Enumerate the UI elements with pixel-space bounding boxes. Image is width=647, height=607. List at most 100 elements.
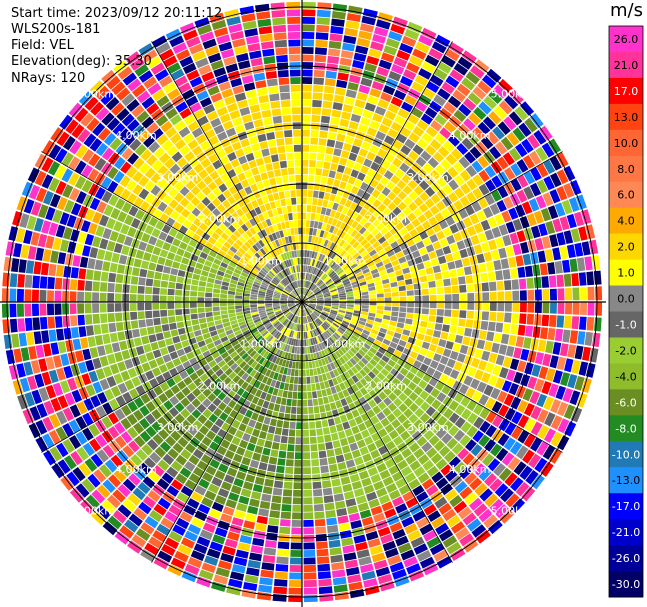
- velocity-gate: [255, 389, 263, 398]
- velocity-gate: [512, 243, 522, 256]
- velocity-gate: [303, 549, 316, 557]
- velocity-gate: [263, 278, 271, 284]
- velocity-gate: [302, 77, 313, 85]
- velocity-gate: [352, 312, 361, 317]
- velocity-gate: [275, 264, 282, 272]
- velocity-gate: [269, 337, 276, 344]
- velocity-gate: [269, 315, 276, 321]
- velocity-gate: [95, 85, 110, 100]
- velocity-gate: [318, 450, 327, 459]
- velocity-gate: [146, 56, 162, 69]
- velocity-gate: [366, 362, 375, 371]
- velocity-gate: [241, 416, 250, 425]
- velocity-gate: [489, 498, 504, 513]
- velocity-gate: [468, 112, 482, 126]
- velocity-gate: [534, 378, 545, 392]
- velocity-gate: [130, 320, 139, 329]
- colorbar-tick-label: -1.0: [615, 319, 636, 332]
- velocity-gate: [202, 38, 217, 50]
- velocity-gate: [329, 209, 337, 218]
- velocity-gate: [31, 389, 43, 405]
- velocity-gate: [347, 574, 362, 584]
- velocity-gate: [235, 305, 243, 309]
- velocity-gate: [402, 419, 413, 430]
- velocity-gate: [186, 392, 196, 403]
- velocity-gate: [557, 401, 569, 417]
- velocity-gate: [286, 243, 291, 252]
- velocity-gate: [231, 436, 241, 446]
- velocity-gate: [198, 569, 214, 581]
- velocity-gate: [328, 539, 341, 548]
- velocity-gate: [219, 373, 228, 382]
- velocity-gate: [274, 169, 282, 177]
- velocity-gate: [441, 432, 453, 445]
- velocity-gate: [335, 330, 343, 337]
- velocity-gate: [120, 188, 131, 201]
- velocity-gate: [395, 424, 406, 435]
- velocity-gate: [77, 128, 91, 143]
- velocity-gate: [342, 320, 350, 326]
- velocity-gate: [389, 341, 398, 349]
- velocity-gate: [312, 198, 318, 206]
- velocity-gate: [175, 282, 183, 290]
- velocity-gate: [439, 127, 452, 139]
- velocity-gate: [366, 350, 375, 358]
- velocity-gate: [288, 304, 296, 308]
- velocity-gate: [429, 308, 437, 316]
- velocity-gate: [57, 341, 67, 354]
- velocity-gate: [358, 198, 367, 207]
- range-ring-label: 4.00km: [449, 129, 491, 142]
- velocity-gate: [347, 218, 355, 226]
- velocity-gate: [396, 133, 408, 144]
- velocity-gate: [198, 280, 207, 287]
- velocity-gate: [270, 154, 279, 163]
- velocity-gate: [189, 43, 204, 55]
- velocity-gate: [341, 206, 349, 215]
- velocity-gate: [257, 302, 265, 305]
- velocity-gate: [239, 67, 253, 77]
- velocity-gate: [113, 184, 125, 197]
- colorbar-bin: [609, 389, 643, 416]
- velocity-gate: [84, 233, 95, 246]
- velocity-gate: [93, 469, 107, 483]
- velocity-gate: [169, 245, 178, 254]
- velocity-gate: [189, 302, 197, 308]
- velocity-gate: [88, 423, 101, 437]
- velocity-gate: [155, 356, 165, 366]
- velocity-gate: [336, 133, 346, 142]
- velocity-gate: [508, 256, 517, 268]
- velocity-gate: [323, 306, 331, 310]
- velocity-gate: [391, 377, 401, 387]
- velocity-gate: [299, 287, 301, 295]
- velocity-gate: [282, 335, 287, 343]
- velocity-gate: [318, 245, 323, 253]
- velocity-gate: [100, 323, 109, 334]
- velocity-gate: [294, 281, 298, 288]
- velocity-gate: [478, 360, 488, 371]
- velocity-gate: [554, 260, 563, 274]
- velocity-gate: [328, 315, 335, 321]
- velocity-gate: [346, 360, 354, 368]
- velocity-gate: [242, 400, 251, 409]
- velocity-gate: [302, 182, 308, 190]
- velocity-gate: [264, 276, 272, 282]
- velocity-gate: [155, 239, 165, 249]
- velocity-gate: [474, 292, 482, 301]
- velocity-gate: [459, 293, 467, 301]
- velocity-gate: [315, 168, 323, 176]
- velocity-gate: [331, 344, 337, 352]
- velocity-gate: [423, 209, 434, 220]
- velocity-gate: [347, 339, 354, 347]
- velocity-gate: [92, 303, 100, 313]
- velocity-gate: [213, 218, 222, 227]
- velocity-gate: [194, 431, 205, 442]
- velocity-gate: [378, 391, 388, 401]
- velocity-gate: [241, 589, 257, 599]
- velocity-gate: [388, 70, 402, 82]
- velocity-gate: [349, 473, 360, 483]
- velocity-gate: [86, 117, 100, 132]
- velocity-gate: [421, 27, 437, 40]
- velocity-gate: [317, 556, 330, 565]
- velocity-gate: [249, 50, 262, 60]
- velocity-gate: [344, 27, 358, 37]
